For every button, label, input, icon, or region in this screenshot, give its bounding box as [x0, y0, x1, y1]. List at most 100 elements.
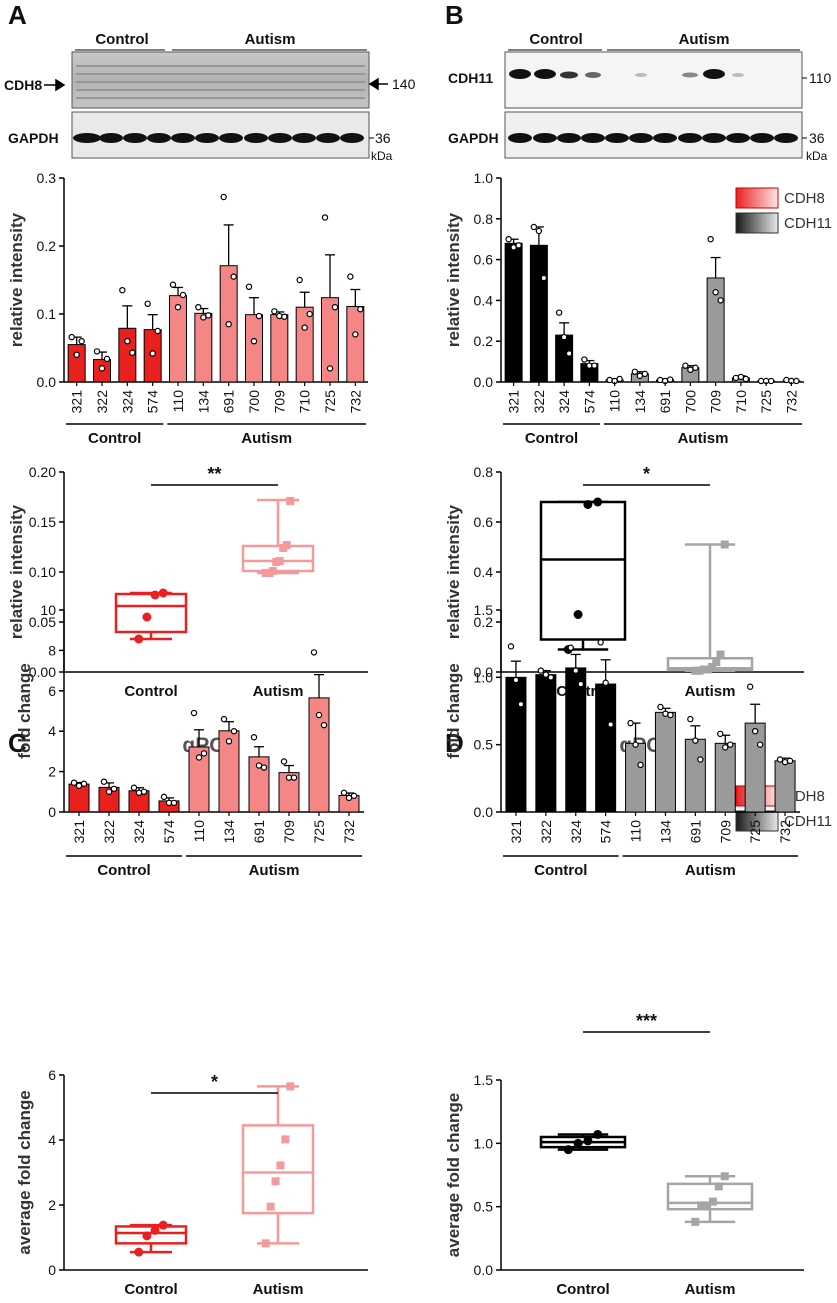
- b-bar-x-tick-label-709: 709: [708, 390, 724, 414]
- c-box-point-autism-2: [271, 1177, 280, 1186]
- blot-a: Control Autism CDH8 140 GAPDH 36 kDa: [4, 31, 416, 163]
- c-bar-point-725-2: [320, 721, 328, 729]
- b-bar-bar-322: [529, 244, 548, 383]
- c-bar-x-tick-label-574: 574: [161, 820, 177, 844]
- panel-letter-d: D: [445, 728, 464, 758]
- a-bar-x-tick-label-732: 732: [347, 390, 363, 414]
- blot-a-protein-band-image: [71, 51, 370, 109]
- c-box-y-tick-label-2: 4: [48, 1132, 56, 1148]
- c-bar-x-tick-label-691: 691: [251, 820, 267, 844]
- c-bar-x-tick-label-321: 321: [71, 820, 87, 844]
- a-box-point-control-1: [142, 612, 152, 622]
- chart-d-box: 0.0 0.5 1.0 1.5 average fold change Control Au…: [444, 1011, 804, 1298]
- c-box-point-control-0: [134, 1247, 144, 1257]
- b-box-point-autism-3: [703, 665, 712, 674]
- d-box-y-tick-label-3: 1.5: [474, 1072, 494, 1088]
- b-bar-point-700-0: [682, 362, 689, 369]
- d-box-x-tick-label-control: Control: [556, 1281, 609, 1298]
- b-bar-point-110-0: [606, 376, 613, 384]
- d-bar-point-324-0: [567, 644, 574, 651]
- b-bar-point-710-2: [742, 375, 750, 383]
- a-bar-point-574-0: [144, 300, 151, 307]
- blot-b-mw-control: 36: [809, 130, 825, 146]
- b-bar-point-324-2: [565, 350, 573, 357]
- d-bar-x-tick-label-110: 110: [628, 820, 644, 843]
- b-bar-x-tick-label-725: 725: [758, 390, 774, 414]
- c-bar-point-322-0: [100, 778, 108, 785]
- b-bar-point-324-1: [560, 333, 568, 341]
- d-bar-x-tick-label-324: 324: [568, 820, 584, 844]
- b-bar-point-322-2: [540, 274, 548, 282]
- b-box-point-autism-6: [716, 650, 725, 659]
- a-bar-x-tick-label-574: 574: [145, 390, 161, 414]
- d-bar-bar-725: [744, 722, 766, 813]
- a-box-significance-label: **: [207, 464, 221, 484]
- b-bar-point-322-1: [535, 227, 543, 235]
- a-bar-y-tick-label-0: 0.0: [37, 374, 57, 390]
- b-bar-x-tick-label-691: 691: [657, 390, 673, 414]
- c-bar-x-tick-label-134: 134: [221, 820, 237, 844]
- blot-b-protein-band-image: [504, 51, 803, 109]
- d-bar-point-732-0: [776, 756, 784, 763]
- blot-a-group-autism: Autism: [245, 31, 296, 48]
- a-box-box-control: [114, 592, 188, 634]
- b-bar-point-691-2: [666, 376, 674, 383]
- d-bar-point-134-1: [662, 710, 669, 717]
- d-box-point-autism-0: [691, 1217, 700, 1226]
- b-bar-point-732-0: [783, 376, 790, 384]
- b-bar-bar-324: [555, 334, 574, 383]
- a-box-y-tick-label-0: 0.00: [29, 664, 56, 680]
- d-box-point-autism-2: [703, 1201, 712, 1210]
- d-bar-bar-709: [714, 742, 736, 813]
- a-bar-y-tick-label-3: 0.3: [37, 170, 57, 186]
- b-box-point-control-2: [583, 500, 593, 509]
- d-bar-y-tick-label-2: 1.0: [474, 669, 494, 685]
- b-bar-x-tick-label-134: 134: [632, 390, 648, 414]
- a-bar-point-732-1: [352, 331, 359, 338]
- d-box-point-autism-3: [708, 1197, 717, 1206]
- d-box-point-control-1: [573, 1138, 583, 1148]
- a-bar-point-110-2: [179, 291, 187, 299]
- chart-a-bar: 0.0 0.1 0.2 0.3 relative intensity 321 322 324 5…: [7, 170, 368, 447]
- d-bar-point-324-1: [572, 667, 579, 674]
- legend-b-cdh11-label: CDH11: [784, 215, 832, 232]
- b-box-point-control-1: [573, 610, 583, 619]
- a-bar-x-tick-label-709: 709: [271, 390, 287, 414]
- c-bar-point-134-0: [220, 715, 228, 723]
- b-bar-group-label-control: Control: [525, 430, 578, 447]
- legend-b: CDH8 CDH11: [735, 187, 832, 234]
- b-box-point-autism-7: [720, 540, 729, 549]
- c-bar-point-110-0: [190, 709, 198, 717]
- a-bar-bar-700: [245, 314, 263, 383]
- b-bar-y-axis-title: relative intensity: [444, 212, 463, 347]
- b-bar-x-tick-label-322: 322: [531, 390, 547, 414]
- legend-b-cdh8-swatch: [735, 187, 779, 209]
- a-bar-x-tick-label-691: 691: [221, 390, 237, 414]
- b-box-y-tick-label-0: 0.0: [474, 664, 494, 680]
- c-bar-group-label-control: Control: [97, 862, 150, 879]
- b-bar-point-324-0: [555, 309, 563, 316]
- a-box-y-tick-label-2: 0.10: [29, 564, 56, 580]
- blot-b-protein-label: CDH11: [448, 70, 493, 86]
- d-bar-bar-324: [565, 667, 587, 813]
- a-bar-point-710-1: [301, 324, 308, 331]
- c-box-point-control-3: [158, 1220, 168, 1230]
- blot-b-mw-protein: 110: [809, 70, 832, 86]
- c-bar-group-label-autism: Autism: [249, 862, 300, 879]
- a-bar-x-tick-label-134: 134: [195, 390, 211, 414]
- c-bar-x-tick-label-322: 322: [101, 820, 117, 844]
- a-bar-point-321-1: [73, 351, 80, 358]
- c-bar-point-691-0: [250, 734, 258, 741]
- d-bar-x-tick-label-691: 691: [687, 820, 703, 844]
- b-bar-point-322-0: [530, 223, 538, 231]
- d-bar-group-label-control: Control: [534, 862, 587, 879]
- d-bar-point-691-1: [692, 737, 699, 744]
- b-box-y-tick-label-1: 0.2: [474, 614, 494, 630]
- a-box-y-tick-label-4: 0.20: [29, 464, 56, 480]
- d-bar-y-tick-label-3: 1.5: [474, 602, 494, 618]
- b-bar-point-691-0: [656, 376, 664, 384]
- d-box-y-axis-title: average fold change: [444, 1093, 463, 1257]
- panel-letter-c: C: [8, 728, 27, 758]
- b-bar-point-732-2: [793, 377, 800, 385]
